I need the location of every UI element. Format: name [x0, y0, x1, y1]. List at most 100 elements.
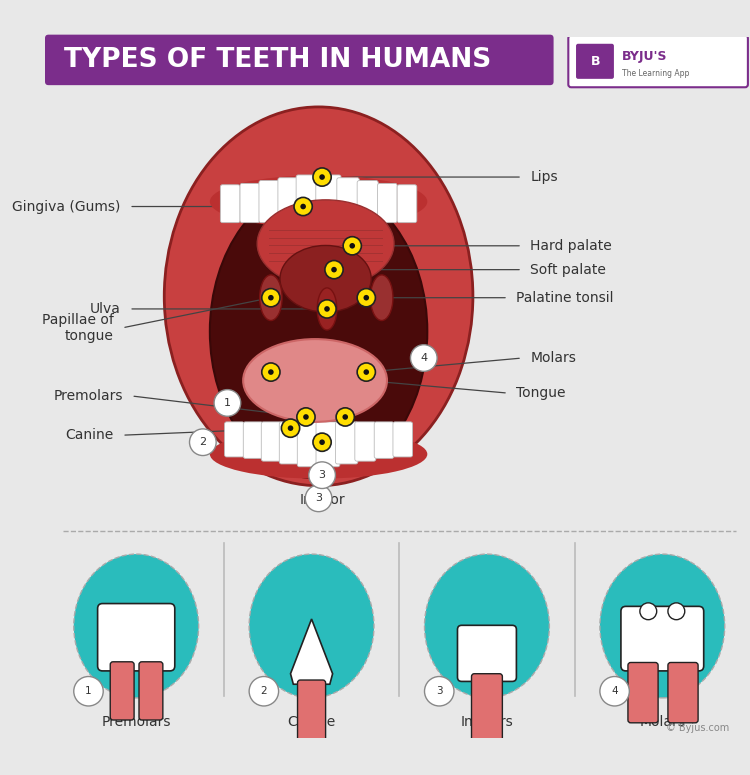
FancyBboxPatch shape	[259, 181, 280, 222]
Text: Premolars: Premolars	[101, 715, 171, 729]
FancyBboxPatch shape	[240, 184, 260, 222]
FancyBboxPatch shape	[568, 36, 748, 88]
FancyBboxPatch shape	[621, 606, 704, 671]
Text: Lips: Lips	[530, 170, 558, 184]
Text: 1: 1	[224, 398, 231, 408]
Ellipse shape	[370, 275, 393, 321]
Circle shape	[262, 288, 280, 307]
FancyBboxPatch shape	[316, 175, 341, 222]
Circle shape	[320, 174, 325, 180]
Circle shape	[640, 603, 657, 620]
Text: B: B	[591, 55, 601, 67]
Circle shape	[320, 439, 325, 445]
Circle shape	[357, 363, 376, 381]
FancyBboxPatch shape	[278, 177, 300, 222]
Circle shape	[281, 419, 300, 437]
Ellipse shape	[243, 339, 387, 422]
FancyBboxPatch shape	[243, 422, 263, 458]
Text: Gingiva (Gums): Gingiva (Gums)	[13, 199, 121, 214]
FancyBboxPatch shape	[296, 175, 322, 222]
FancyBboxPatch shape	[668, 663, 698, 723]
Circle shape	[344, 236, 362, 255]
Circle shape	[318, 300, 336, 318]
FancyBboxPatch shape	[377, 184, 398, 222]
Circle shape	[305, 485, 332, 512]
Circle shape	[190, 429, 216, 456]
FancyBboxPatch shape	[335, 422, 358, 464]
Text: Ulva: Ulva	[90, 302, 121, 316]
Ellipse shape	[74, 554, 199, 698]
Circle shape	[600, 677, 629, 706]
Circle shape	[325, 260, 344, 279]
FancyBboxPatch shape	[576, 43, 614, 79]
Text: Tongue: Tongue	[517, 386, 566, 400]
FancyBboxPatch shape	[297, 422, 321, 467]
Text: 3: 3	[436, 686, 442, 696]
Circle shape	[313, 168, 332, 186]
FancyBboxPatch shape	[298, 680, 326, 757]
Circle shape	[364, 295, 369, 301]
Circle shape	[249, 677, 278, 706]
Ellipse shape	[317, 288, 337, 330]
Ellipse shape	[210, 429, 428, 479]
Circle shape	[309, 462, 335, 488]
Circle shape	[332, 267, 337, 273]
Ellipse shape	[260, 275, 282, 321]
FancyBboxPatch shape	[374, 422, 394, 458]
Text: Molars: Molars	[530, 351, 576, 365]
Ellipse shape	[257, 200, 394, 288]
Text: Palatine tonsil: Palatine tonsil	[517, 291, 614, 305]
Text: Molars: Molars	[640, 715, 686, 729]
Text: © Byjus.com: © Byjus.com	[666, 722, 729, 732]
Text: 2: 2	[200, 437, 206, 447]
Circle shape	[324, 306, 330, 312]
FancyBboxPatch shape	[393, 422, 412, 457]
Text: 1: 1	[86, 686, 92, 696]
Circle shape	[74, 677, 104, 706]
Circle shape	[303, 414, 309, 420]
Text: 3: 3	[315, 494, 322, 503]
Text: Hard palate: Hard palate	[530, 239, 612, 253]
Text: 4: 4	[420, 353, 428, 363]
FancyBboxPatch shape	[398, 184, 417, 222]
Text: 3: 3	[319, 470, 326, 480]
Text: Incisors: Incisors	[460, 715, 513, 729]
Text: 2: 2	[260, 686, 267, 696]
Circle shape	[288, 425, 293, 431]
Circle shape	[357, 288, 376, 307]
Circle shape	[294, 198, 312, 215]
Polygon shape	[290, 619, 332, 684]
Circle shape	[668, 603, 685, 620]
Circle shape	[268, 369, 274, 375]
Circle shape	[262, 363, 280, 381]
Circle shape	[313, 433, 332, 451]
Ellipse shape	[249, 554, 374, 698]
Circle shape	[424, 677, 454, 706]
FancyBboxPatch shape	[316, 422, 340, 467]
Text: BYJU'S: BYJU'S	[622, 50, 668, 63]
FancyBboxPatch shape	[220, 184, 240, 222]
FancyBboxPatch shape	[261, 422, 282, 461]
FancyBboxPatch shape	[628, 663, 658, 723]
Circle shape	[336, 408, 354, 426]
Text: Premolars: Premolars	[53, 389, 123, 403]
FancyBboxPatch shape	[337, 177, 359, 222]
Text: Papillae of
tongue: Papillae of tongue	[42, 313, 114, 343]
Text: 4: 4	[611, 686, 618, 696]
Text: Soft palate: Soft palate	[530, 263, 606, 277]
FancyBboxPatch shape	[472, 673, 502, 748]
Circle shape	[343, 414, 348, 420]
FancyBboxPatch shape	[110, 662, 134, 720]
Circle shape	[268, 295, 274, 301]
Ellipse shape	[210, 175, 428, 228]
Ellipse shape	[280, 246, 371, 312]
Text: TYPES OF TEETH IN HUMANS: TYPES OF TEETH IN HUMANS	[64, 47, 491, 73]
Circle shape	[297, 408, 315, 426]
Ellipse shape	[424, 554, 549, 698]
FancyBboxPatch shape	[98, 604, 175, 671]
Text: Incisor: Incisor	[299, 493, 345, 507]
Ellipse shape	[600, 554, 724, 698]
FancyBboxPatch shape	[279, 422, 302, 464]
FancyBboxPatch shape	[355, 422, 376, 461]
Circle shape	[410, 345, 437, 371]
